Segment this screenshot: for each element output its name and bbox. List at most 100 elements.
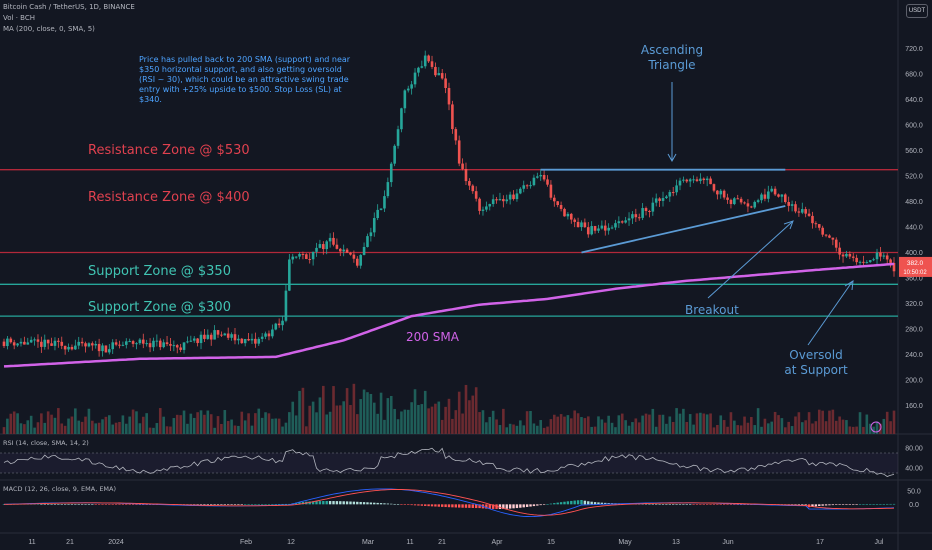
candle: [332, 237, 335, 245]
candle: [457, 140, 461, 164]
macd-histogram-bar: [519, 504, 522, 508]
macd-histogram-bar: [386, 503, 390, 505]
candle: [512, 194, 515, 200]
volume-bar: [491, 410, 495, 434]
candle: [750, 206, 753, 208]
macd-histogram-bar: [294, 502, 298, 505]
candle: [362, 246, 366, 255]
x-tick-label: Mar: [362, 539, 375, 546]
candle: [67, 346, 70, 350]
macd-histogram-bar: [678, 504, 682, 505]
volume-bar: [322, 385, 325, 434]
volume-bar: [566, 415, 570, 434]
macd-histogram-bar: [454, 504, 457, 508]
candle: [597, 228, 600, 231]
candle: [824, 234, 828, 236]
volume-bar: [97, 422, 101, 434]
volume-bar: [804, 420, 807, 434]
candle: [254, 338, 257, 344]
candle: [70, 346, 74, 350]
volume-bar: [529, 410, 532, 434]
volume-bar: [719, 415, 723, 434]
macd-histogram-bar: [525, 504, 529, 507]
macd-histogram-bar: [556, 502, 559, 505]
volume-bar: [53, 417, 57, 434]
candle: [614, 223, 617, 228]
currency-button[interactable]: USDT: [906, 4, 928, 18]
candle: [342, 249, 345, 252]
volume-bar: [338, 405, 342, 434]
macd-histogram-bar: [57, 504, 60, 505]
volume-bar: [40, 413, 43, 434]
volume-bar: [386, 398, 390, 434]
volume-bar: [502, 408, 505, 434]
macd-histogram-bar: [332, 501, 335, 505]
candle: [155, 340, 159, 342]
macd-histogram-bar: [644, 503, 648, 505]
candle: [790, 204, 794, 206]
candle: [702, 178, 706, 181]
macd-histogram-bar: [335, 501, 339, 505]
macd-histogram-bar: [63, 504, 67, 505]
macd-histogram-bar: [237, 504, 240, 505]
macd-histogram-bar: [196, 504, 199, 505]
volume-bar: [33, 427, 36, 434]
y-tick-label: 160.0: [905, 403, 923, 410]
candle: [172, 345, 176, 347]
macd-histogram-bar: [542, 504, 546, 505]
volume-bar: [682, 408, 685, 434]
candle: [257, 338, 261, 344]
macd-histogram-bar: [277, 504, 281, 505]
y-tick-label: 640.0: [905, 97, 923, 104]
volume-bar: [644, 413, 648, 434]
candle: [26, 342, 30, 345]
candle: [471, 185, 475, 192]
candle: [118, 344, 121, 346]
macd-histogram-bar: [390, 503, 393, 505]
volume-bar: [858, 412, 862, 434]
trade-note: Price has pulled back to 200 SMA (suppor…: [139, 55, 351, 104]
volume-bar: [403, 409, 407, 434]
macd-histogram-bar: [529, 504, 532, 507]
volume-bar: [423, 390, 427, 434]
volume-bar: [114, 422, 118, 434]
volume-bar: [478, 412, 481, 434]
candle: [668, 192, 672, 197]
macd-histogram-bar: [226, 504, 230, 505]
volume-bar: [332, 386, 335, 434]
volume-bar: [80, 421, 84, 434]
candle: [634, 214, 638, 218]
volume-bar: [318, 397, 322, 434]
candle: [695, 179, 699, 182]
volume-bar: [376, 413, 379, 434]
candle: [420, 66, 424, 68]
candle: [583, 222, 587, 228]
candle: [454, 129, 458, 141]
macd-histogram-bar: [522, 504, 525, 508]
macd-histogram-bar: [790, 504, 794, 505]
x-tick-label: 2024: [108, 539, 124, 546]
macd-histogram-bar: [210, 504, 213, 505]
volume-bar: [841, 419, 845, 434]
macd-histogram-bar: [661, 504, 665, 505]
macd-histogram-bar: [281, 503, 284, 505]
volume-bar: [199, 410, 203, 434]
x-tick-label: Feb: [240, 539, 252, 546]
candle: [36, 339, 40, 342]
macd-histogram-bar: [142, 504, 145, 505]
y-tick-label: 360.0: [905, 275, 923, 282]
macd-histogram-bar: [879, 504, 882, 505]
volume-bar: [831, 409, 835, 434]
volume-bar: [257, 408, 261, 434]
breakout-arrowhead: [783, 220, 794, 230]
candle: [114, 342, 118, 345]
candle: [671, 192, 675, 194]
candle: [699, 178, 702, 182]
macd-histogram-bar: [508, 504, 512, 509]
volume-bar: [688, 414, 692, 434]
volume-bar: [546, 426, 549, 434]
candle: [124, 341, 128, 345]
x-tick-label: Jul: [875, 539, 884, 546]
volume-bar: [104, 416, 108, 434]
